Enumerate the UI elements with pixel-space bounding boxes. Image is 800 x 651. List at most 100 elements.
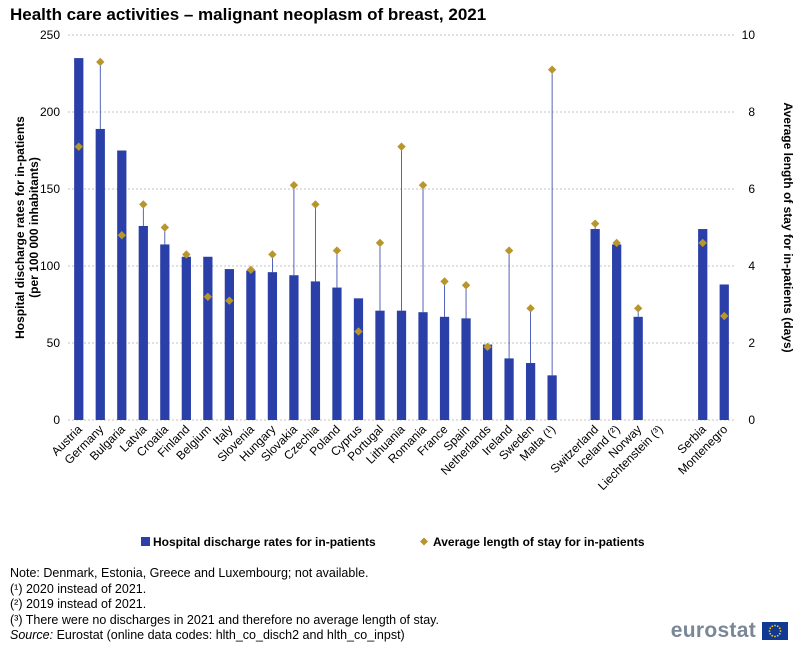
logo-text: eurostat: [670, 619, 756, 642]
source-line: Source: Eurostat (online data codes: hlt…: [10, 628, 439, 644]
source-text: Eurostat (online data codes: hlth_co_dis…: [53, 628, 405, 642]
y-tick-label-right: 0: [748, 413, 755, 427]
legend-bar-swatch: [141, 537, 150, 546]
bar: [547, 375, 557, 420]
flag-star: [776, 634, 779, 637]
length-of-stay-marker: [504, 246, 514, 255]
length-of-stay-marker: [547, 65, 557, 74]
bar: [289, 275, 299, 420]
length-of-stay-marker: [332, 246, 342, 255]
length-of-stay-marker: [698, 238, 707, 248]
y-tick-label-left: 250: [40, 28, 60, 42]
y-axis-title-line: (per 100 000 inhabitants): [27, 157, 41, 298]
flag-star: [771, 634, 774, 637]
bar: [181, 256, 191, 420]
flag-star: [774, 635, 776, 638]
bar: [138, 225, 148, 420]
length-of-stay-marker: [375, 238, 385, 248]
y-tick-label-left: 50: [47, 336, 61, 350]
length-of-stay-marker: [246, 265, 256, 275]
length-of-stay-marker: [354, 327, 363, 336]
length-of-stay-marker: [590, 219, 600, 228]
y-tick-label-left: 200: [40, 105, 60, 119]
length-of-stay-marker: [440, 277, 449, 286]
note-line: (²) 2019 instead of 2021.: [10, 597, 147, 611]
eurostat-logo: eurostat: [671, 619, 788, 643]
chart-title: Health care activities – malignant neopl…: [10, 5, 487, 24]
bar: [504, 358, 514, 420]
y-tick-label-left: 0: [53, 413, 60, 427]
y-tick-label-right: 6: [748, 182, 755, 196]
source-label: Source:: [10, 628, 54, 642]
length-of-stay-marker: [526, 304, 535, 313]
length-of-stay-marker: [483, 342, 492, 352]
bar: [74, 58, 84, 420]
y-tick-label-left: 150: [40, 182, 60, 196]
flag-star: [771, 625, 774, 628]
bar: [396, 310, 407, 420]
notes: Note: Denmark, Estonia, Greece and Luxem…: [10, 566, 439, 644]
note-line: (³) There were no discharges in 2021 and…: [10, 612, 439, 627]
bar: [203, 256, 213, 420]
note-line: Note: Denmark, Estonia, Greece and Luxem…: [10, 566, 369, 580]
bar: [310, 281, 321, 420]
length-of-stay-marker: [418, 180, 428, 190]
length-of-stay-marker: [96, 57, 105, 67]
length-of-stay-marker: [311, 200, 320, 209]
length-of-stay-marker: [397, 142, 406, 151]
length-of-stay-marker: [139, 200, 148, 209]
length-of-stay-marker: [117, 231, 126, 240]
length-of-stay-marker: [225, 296, 234, 305]
y-tick-label-right: 2: [748, 336, 755, 350]
flag-star: [768, 630, 771, 632]
length-of-stay-marker: [633, 304, 643, 313]
bar: [95, 128, 105, 420]
y-axis-title-left: Hospital discharge rates for in-patients…: [13, 116, 41, 339]
length-of-stay-marker: [720, 311, 729, 321]
y-tick-label-right: 8: [748, 105, 755, 119]
bar: [698, 229, 708, 420]
bar: [267, 272, 278, 420]
y-axis-title-right: Average length of stay for in-patients (…: [781, 102, 795, 352]
legend-label-markers: Average length of stay for in-patients: [433, 535, 645, 549]
y-axis-title-line: Hospital discharge rates for in-patients: [13, 116, 27, 339]
length-of-stay-marker: [289, 180, 299, 190]
chart: 0 0 50 2 100 4 150 6 200 8 250 10 Hospital discharge…: [13, 28, 795, 549]
bar: [612, 244, 622, 420]
bar: [160, 244, 170, 420]
flag-star: [769, 632, 772, 635]
legend-label-bars: Hospital discharge rates for in-patients: [153, 535, 376, 549]
length-of-stay-marker: [612, 238, 621, 248]
length-of-stay-marker: [461, 281, 471, 290]
bar: [439, 316, 450, 420]
flag-star: [778, 627, 781, 630]
length-of-stay-marker: [268, 250, 277, 259]
flag-star: [778, 632, 781, 635]
bar: [633, 316, 643, 420]
length-of-stay-marker: [74, 142, 83, 151]
bar: [418, 312, 428, 420]
bar: [353, 298, 364, 420]
bar: [590, 229, 600, 420]
bar: [224, 269, 234, 420]
legend-marker-swatch: [420, 537, 428, 546]
y-tick-label-left: 100: [40, 259, 60, 273]
eu-flag-icon: [762, 622, 788, 640]
bar: [246, 270, 256, 420]
bar: [332, 287, 342, 420]
y-tick-label-right: 10: [742, 28, 756, 42]
y-tick-label-right: 4: [748, 259, 755, 273]
bar: [719, 284, 729, 420]
bar: [525, 363, 536, 420]
flag-star: [776, 625, 779, 628]
flag-star: [774, 624, 776, 627]
bar: [461, 318, 471, 420]
note-line: (¹) 2020 instead of 2021.: [10, 581, 147, 596]
flag-field: [762, 622, 788, 640]
bar: [482, 344, 493, 420]
length-of-stay-marker: [203, 292, 213, 301]
length-of-stay-marker: [182, 250, 191, 259]
length-of-stay-marker: [160, 223, 170, 232]
flag-star: [769, 627, 772, 630]
bar: [375, 310, 385, 420]
